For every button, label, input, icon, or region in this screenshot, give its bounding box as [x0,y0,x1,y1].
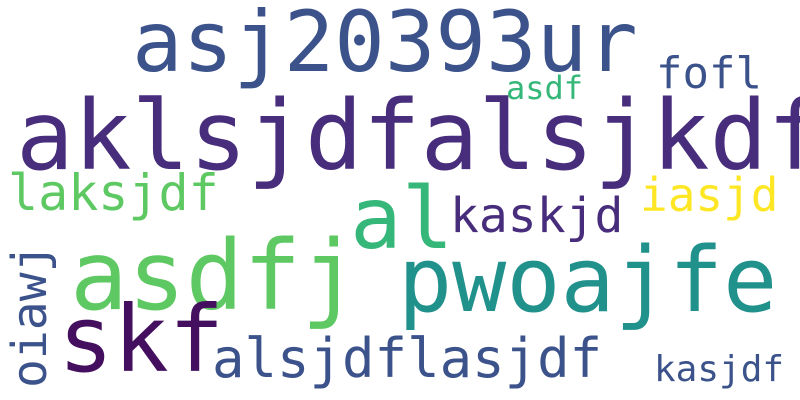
word-pwoajfe: pwoajfe [398,228,778,333]
word-oiawj: oiawj [2,243,58,389]
word-alsjdflasjdf: alsjdflasjdf [212,327,603,390]
word-asdfj: asdfj [70,220,359,332]
word-laksjdf: laksjdf [8,164,219,222]
word-kasjdf: kasjdf [654,349,785,390]
word-aklsjdfalsjkdf: aklsjdfalsjkdf [16,80,800,192]
word-asdf: asdf [506,69,584,107]
word-asj20393ur: asj20393ur [132,0,638,91]
word-kaskjd: kaskjd [450,188,624,244]
word-fofl: fofl [656,48,762,99]
word-al: al [350,169,454,269]
word-iasjd: iasjd [640,168,779,222]
word-skf: skf [58,286,225,393]
